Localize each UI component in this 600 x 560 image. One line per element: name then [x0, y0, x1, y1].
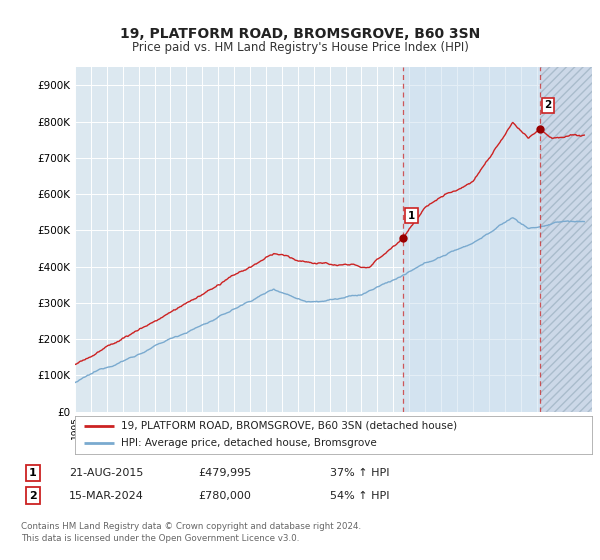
Text: 37% ↑ HPI: 37% ↑ HPI	[330, 468, 389, 478]
Text: 19, PLATFORM ROAD, BROMSGROVE, B60 3SN: 19, PLATFORM ROAD, BROMSGROVE, B60 3SN	[120, 27, 480, 41]
Bar	[403, 67, 540, 412]
Text: HPI: Average price, detached house, Bromsgrove: HPI: Average price, detached house, Brom…	[121, 438, 376, 449]
Text: 15-MAR-2024: 15-MAR-2024	[69, 491, 144, 501]
Text: 21-AUG-2015: 21-AUG-2015	[69, 468, 143, 478]
Text: £479,995: £479,995	[198, 468, 251, 478]
Text: Contains HM Land Registry data © Crown copyright and database right 2024.: Contains HM Land Registry data © Crown c…	[21, 522, 361, 531]
Text: 54% ↑ HPI: 54% ↑ HPI	[330, 491, 389, 501]
Text: £780,000: £780,000	[198, 491, 251, 501]
Text: 1: 1	[29, 468, 37, 478]
Text: 2: 2	[29, 491, 37, 501]
Text: 1: 1	[408, 211, 415, 221]
Text: 2: 2	[544, 100, 551, 110]
Text: 19, PLATFORM ROAD, BROMSGROVE, B60 3SN (detached house): 19, PLATFORM ROAD, BROMSGROVE, B60 3SN (…	[121, 421, 457, 431]
Bar	[540, 67, 592, 412]
Text: Price paid vs. HM Land Registry's House Price Index (HPI): Price paid vs. HM Land Registry's House …	[131, 40, 469, 54]
Text: This data is licensed under the Open Government Licence v3.0.: This data is licensed under the Open Gov…	[21, 534, 299, 543]
